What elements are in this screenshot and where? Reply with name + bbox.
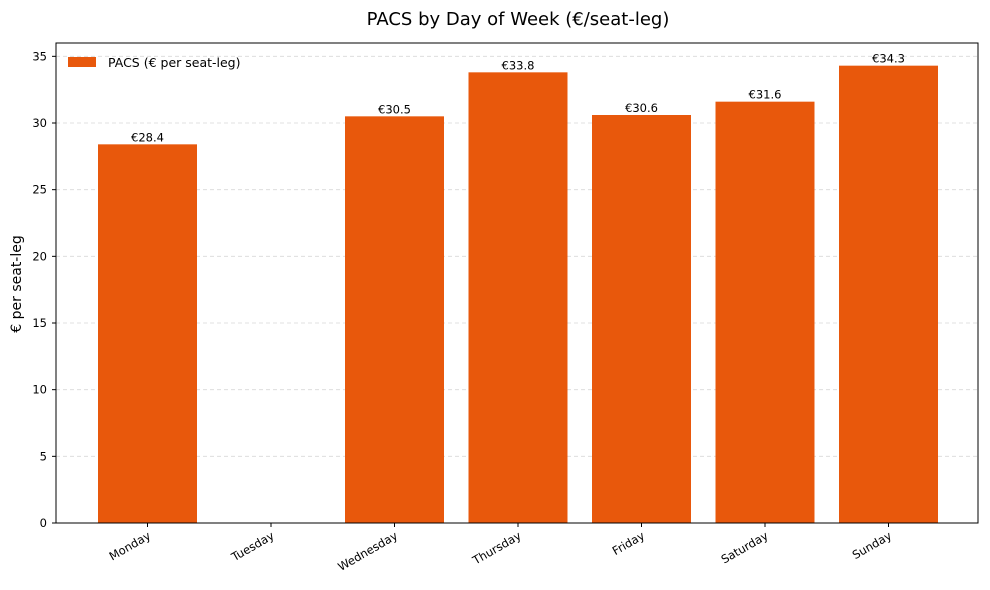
data-label-sunday: €34.3 bbox=[872, 52, 905, 66]
y-tick-label-25: 25 bbox=[32, 183, 47, 197]
y-tick-label-35: 35 bbox=[32, 49, 47, 63]
y-axis-label: € per seat-leg bbox=[9, 235, 25, 332]
bars bbox=[98, 65, 938, 524]
chart-title: PACS by Day of Week (€/seat-leg) bbox=[367, 9, 670, 30]
y-tick-label-20: 20 bbox=[32, 249, 47, 263]
bar-friday bbox=[592, 115, 691, 523]
y-tick-label-0: 0 bbox=[40, 516, 47, 530]
legend-label: PACS (€ per seat-leg) bbox=[108, 55, 241, 70]
bar-sunday bbox=[839, 65, 938, 524]
bar-wednesday bbox=[345, 116, 444, 523]
legend: PACS (€ per seat-leg) bbox=[68, 55, 241, 70]
plot-frame bbox=[55, 42, 979, 524]
bar-thursday bbox=[468, 72, 568, 523]
y-tick-label-10: 10 bbox=[32, 383, 47, 397]
legend-swatch bbox=[68, 57, 96, 67]
data-label-saturday: €31.6 bbox=[749, 88, 782, 102]
data-label-friday: €30.6 bbox=[625, 101, 658, 115]
y-tick-label-5: 5 bbox=[40, 449, 47, 463]
bar-monday bbox=[98, 144, 197, 524]
data-label-wednesday: €30.5 bbox=[378, 102, 411, 116]
y-tick-label-15: 15 bbox=[32, 316, 47, 330]
data-labels: €28.4 €30.5 €33.8 €30.6 €31.6 €34.3 bbox=[131, 52, 905, 145]
y-tick-label-30: 30 bbox=[32, 116, 47, 130]
data-label-monday: €28.4 bbox=[131, 130, 164, 144]
bar-saturday bbox=[715, 101, 815, 524]
data-label-thursday: €33.8 bbox=[502, 58, 535, 72]
